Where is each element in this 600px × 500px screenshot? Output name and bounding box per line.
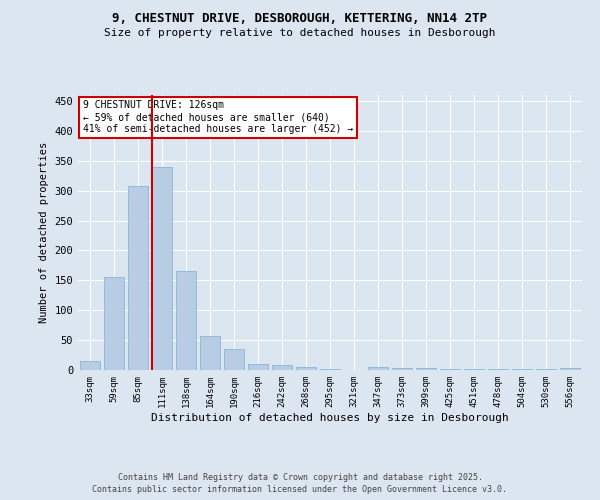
- Bar: [440, 369, 460, 370]
- X-axis label: Distribution of detached houses by size in Desborough: Distribution of detached houses by size …: [151, 412, 509, 422]
- Bar: [176, 272, 196, 370]
- Bar: [152, 166, 172, 370]
- Bar: [128, 186, 148, 370]
- Bar: [80, 361, 100, 370]
- Bar: [368, 367, 388, 370]
- Bar: [248, 364, 268, 370]
- Bar: [488, 369, 508, 370]
- Text: Contains public sector information licensed under the Open Government Licence v3: Contains public sector information licen…: [92, 485, 508, 494]
- Bar: [104, 278, 124, 370]
- Bar: [392, 368, 412, 370]
- Text: 9 CHESTNUT DRIVE: 126sqm
← 59% of detached houses are smaller (640)
41% of semi-: 9 CHESTNUT DRIVE: 126sqm ← 59% of detach…: [83, 100, 353, 134]
- Text: Contains HM Land Registry data © Crown copyright and database right 2025.: Contains HM Land Registry data © Crown c…: [118, 472, 482, 482]
- Bar: [320, 369, 340, 370]
- Text: Size of property relative to detached houses in Desborough: Size of property relative to detached ho…: [104, 28, 496, 38]
- Bar: [272, 365, 292, 370]
- Bar: [296, 367, 316, 370]
- Bar: [560, 368, 580, 370]
- Bar: [464, 369, 484, 370]
- Text: 9, CHESTNUT DRIVE, DESBOROUGH, KETTERING, NN14 2TP: 9, CHESTNUT DRIVE, DESBOROUGH, KETTERING…: [113, 12, 487, 26]
- Bar: [416, 368, 436, 370]
- Y-axis label: Number of detached properties: Number of detached properties: [39, 142, 49, 323]
- Bar: [224, 349, 244, 370]
- Bar: [200, 336, 220, 370]
